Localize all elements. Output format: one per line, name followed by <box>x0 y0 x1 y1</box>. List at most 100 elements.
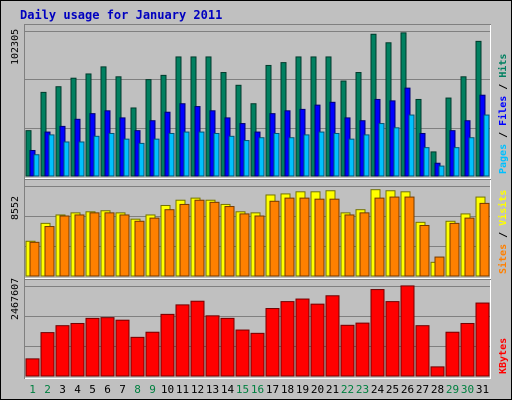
day-label-13: 13 <box>206 383 219 396</box>
bar-pages-day-11 <box>183 131 190 177</box>
day-label-19: 19 <box>296 383 309 396</box>
bar-kbytes-day-5 <box>85 317 100 377</box>
panel-kbytes: 2467607 KBytes <box>10 278 509 379</box>
bar-pages-day-6 <box>108 132 115 177</box>
bar-sites-day-19 <box>299 197 310 277</box>
bar-sites-day-20 <box>314 198 325 277</box>
bar-sites-day-15 <box>239 213 250 277</box>
bar-sites-day-8 <box>134 220 145 277</box>
bar-pages-day-22 <box>348 138 355 177</box>
bar-sites-day-18 <box>284 197 295 277</box>
legend-files: Files <box>497 96 509 126</box>
panel-max-label: 102305 <box>10 29 21 65</box>
legend-visits: Visits <box>497 190 509 226</box>
bar-pages-day-15 <box>243 140 250 177</box>
bar-kbytes-day-6 <box>100 317 115 377</box>
day-label-6: 6 <box>104 383 111 396</box>
legend-kbytes: KBytes <box>498 338 509 374</box>
bar-kbytes-day-1 <box>25 358 40 377</box>
bar-pages-day-19 <box>303 134 310 177</box>
day-label-16: 16 <box>251 383 264 396</box>
day-label-4: 4 <box>74 383 81 396</box>
bar-pages-day-7 <box>123 138 130 177</box>
bar-pages-day-1 <box>33 154 40 177</box>
day-label-5: 5 <box>89 383 96 396</box>
day-label-21: 21 <box>326 383 339 396</box>
panel-legend: Pages / Files / Hits <box>497 54 509 174</box>
bar-pages-day-29 <box>453 147 460 177</box>
bar-sites-day-24 <box>374 197 385 277</box>
bar-sites-day-1 <box>29 241 40 277</box>
day-label-25: 25 <box>386 383 399 396</box>
bar-pages-day-4 <box>78 141 85 177</box>
bar-kbytes-day-9 <box>145 331 160 377</box>
day-label-20: 20 <box>311 383 324 396</box>
bar-sites-day-22 <box>344 214 355 277</box>
day-label-10: 10 <box>161 383 174 396</box>
day-label-2: 2 <box>44 383 51 396</box>
bar-sites-day-3 <box>59 215 70 277</box>
panel-max-label: 8552 <box>10 196 21 220</box>
legend-hits: Hits <box>497 54 509 78</box>
bar-sites-day-10 <box>164 209 175 277</box>
bar-sites-day-28 <box>434 256 445 277</box>
bar-sites-day-12 <box>194 199 205 277</box>
chart-panels: 102305 Pages / Files / Hits 8552 Sites / Vi… <box>10 24 509 379</box>
day-label-30: 30 <box>461 383 474 396</box>
bar-kbytes-day-4 <box>70 322 85 377</box>
bar-kbytes-day-31 <box>475 302 490 377</box>
bar-pages-day-18 <box>288 137 295 177</box>
bar-kbytes-day-25 <box>385 301 400 377</box>
bar-pages-day-21 <box>333 132 340 177</box>
legend-sep2: / <box>498 78 509 96</box>
bar-kbytes-day-30 <box>460 322 475 377</box>
bar-kbytes-day-8 <box>130 336 145 377</box>
bar-sites-day-4 <box>74 214 85 277</box>
bar-pages-day-28 <box>438 165 445 177</box>
day-label-1: 1 <box>29 383 36 396</box>
day-label-22: 22 <box>341 383 354 396</box>
bar-sites-day-23 <box>359 212 370 277</box>
bar-sites-day-25 <box>389 196 400 277</box>
panel-legend: KBytes <box>498 338 509 374</box>
bar-pages-day-8 <box>138 142 145 177</box>
bar-pages-day-23 <box>363 134 370 177</box>
day-label-29: 29 <box>446 383 459 396</box>
bar-pages-day-31 <box>483 114 490 177</box>
legend-pages: Pages <box>498 144 509 174</box>
bar-kbytes-day-20 <box>310 303 325 377</box>
panel-pages-files-hits: 102305 Pages / Files / Hits <box>10 24 509 179</box>
bar-sites-day-31 <box>479 202 490 277</box>
bar-sites-day-26 <box>404 196 415 277</box>
bar-sites-day-11 <box>179 203 190 277</box>
legend-sep1: / <box>498 226 509 244</box>
bar-sites-day-27 <box>419 224 430 277</box>
day-label-9: 9 <box>149 383 156 396</box>
bar-pages-day-14 <box>228 135 235 177</box>
bar-pages-day-13 <box>213 132 220 177</box>
bar-pages-day-26 <box>408 114 415 177</box>
bar-pages-day-10 <box>168 132 175 177</box>
day-label-7: 7 <box>119 383 126 396</box>
bar-kbytes-day-11 <box>175 304 190 377</box>
day-label-24: 24 <box>371 383 385 396</box>
day-label-23: 23 <box>356 383 369 396</box>
bar-sites-day-14 <box>224 206 235 277</box>
bar-kbytes-day-27 <box>415 325 430 377</box>
bar-kbytes-day-24 <box>370 289 385 377</box>
day-label-27: 27 <box>416 383 429 396</box>
bar-pages-day-25 <box>393 127 400 177</box>
bar-kbytes-day-15 <box>235 329 250 377</box>
bar-kbytes-day-17 <box>265 308 280 377</box>
bar-pages-day-12 <box>198 131 205 177</box>
bar-sites-day-21 <box>329 198 340 277</box>
bar-kbytes-day-28 <box>430 366 445 377</box>
day-label-8: 8 <box>134 383 141 396</box>
bar-pages-day-20 <box>318 131 325 177</box>
bar-kbytes-day-13 <box>205 315 220 377</box>
legend-sites: Sites <box>497 244 509 274</box>
day-label-17: 17 <box>266 383 279 396</box>
day-labels: 1 2 3 4 5 6 7 8 9 10 11 12 13 14 15 16 17 18 19 20 21 22 23 24 2… <box>29 383 489 396</box>
bar-pages-day-24 <box>378 123 385 177</box>
